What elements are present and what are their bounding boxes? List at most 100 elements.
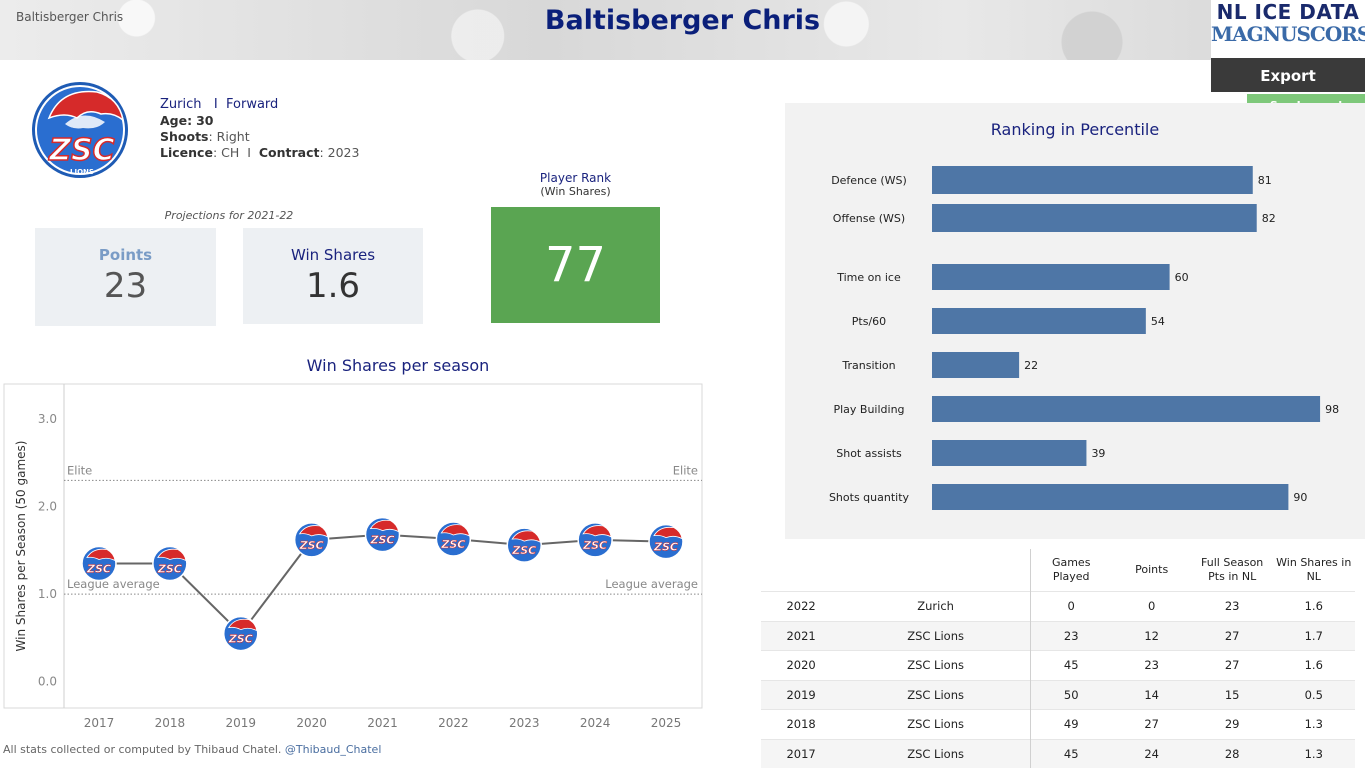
table-cell: 2021	[761, 620, 842, 651]
ws-chart: 0.0 1.0 2.0 3.0 Win Shares per Season (50 ga…	[3, 383, 703, 730]
table-cell: 0.5	[1272, 679, 1355, 710]
ws-point-lion-icon	[369, 519, 400, 533]
header-games-played: Games Played	[1029, 549, 1112, 592]
ws-x-tick-label: 2025	[651, 716, 682, 730]
export-button[interactable]: Export	[1211, 58, 1365, 92]
ranking-category-label: Offense (WS)	[833, 212, 905, 225]
shoots-label: Shoots	[160, 129, 209, 144]
table-cell: 23	[1111, 650, 1192, 680]
win-shares-card: Win Shares 1.6	[243, 228, 423, 324]
player-rank-title: Player Rank	[539, 171, 612, 185]
player-rank-label: Player Rank (Win Shares)	[491, 171, 660, 199]
ws-data-point: ZSC	[223, 615, 259, 652]
table-cell: ZSC Lions	[841, 679, 1031, 710]
ranking-bar	[932, 166, 1253, 194]
ws-x-tick-label: 2021	[367, 716, 398, 730]
player-licence: : CH	[212, 145, 240, 160]
table-cell: 1.3	[1272, 738, 1355, 768]
table-header-row: Games Played Points Full Season Pts in N…	[761, 549, 1355, 592]
table-cell: 15	[1191, 679, 1273, 710]
player-rank-subtitle: (Win Shares)	[540, 185, 611, 198]
player-shoots-line: Shoots: Right	[160, 129, 359, 145]
ws-y-axis-label: Win Shares per Season (50 games)	[14, 441, 28, 652]
brand-logo: NL ICE DATA MAGNUSCORSI	[1211, 0, 1365, 58]
ranking-value-label: 90	[1293, 491, 1307, 504]
ranking-chart-title: Ranking in Percentile	[990, 120, 1160, 139]
ws-reference-label-right: Elite	[673, 463, 698, 477]
table-cell: 0	[1111, 591, 1192, 621]
ws-x-tick-label: 2020	[296, 716, 327, 730]
logo-subtext: LIONS	[70, 168, 94, 176]
ranking-value-label: 22	[1024, 359, 1038, 372]
ws-point-logo-text: ZSC	[653, 541, 678, 554]
brand-line-2: MAGNUSCORSI	[1211, 22, 1365, 46]
table-cell: 27	[1191, 620, 1273, 651]
ws-data-point: ZSC	[293, 522, 330, 558]
table-row: 2020 ZSC Lions 45 23 27 1.6	[761, 650, 1355, 680]
table-cell: 2018	[761, 709, 842, 739]
ws-point-logo-text: ZSC	[511, 544, 536, 557]
brand-line-1: NL ICE DATA	[1216, 0, 1360, 24]
table-cell: 12	[1111, 620, 1192, 651]
table-cell: Zurich	[841, 591, 1031, 621]
ranking-category-label: Play Building	[833, 403, 904, 416]
ranking-bar	[932, 396, 1321, 422]
ranking-value-label: 81	[1258, 174, 1272, 187]
ranking-category-label: Defence (WS)	[831, 174, 907, 187]
ws-point-lion-icon	[157, 548, 187, 562]
ranking-category-label: Shot assists	[836, 447, 902, 460]
header-win-shares: Win Shares in NL	[1276, 556, 1352, 583]
header-season	[761, 549, 841, 592]
stats-table: Games Played Points Full Season Pts in N…	[761, 549, 1355, 768]
table-cell: ZSC Lions	[841, 709, 1031, 739]
player-licence-line: Licence: CH I Contract: 2023	[160, 145, 359, 161]
table-cell: 1.6	[1272, 650, 1355, 680]
player-contract: : 2023	[319, 145, 360, 160]
table-cell: 1.3	[1272, 709, 1355, 739]
header-points: Points	[1135, 563, 1169, 576]
ws-x-tick-label: 2023	[509, 716, 540, 730]
table-row: 2022 Zurich 0 0 23 1.6	[761, 591, 1355, 621]
table-cell: 45	[1029, 650, 1112, 680]
footer-credit: All stats collected or computed by Thiba…	[3, 743, 381, 756]
ws-reference-label-left: League average	[67, 577, 160, 591]
header-full-season-pts: Full Season Pts in NL	[1201, 556, 1264, 583]
ranking-value-label: 39	[1091, 447, 1105, 460]
table-cell: 2022	[761, 591, 842, 621]
player-team-line: Zurich I Forward	[160, 97, 359, 113]
ranking-category-label: Time on ice	[836, 271, 901, 284]
table-cell: 0	[1029, 591, 1112, 621]
footer-handle[interactable]: @Thibaud_Chatel	[284, 743, 382, 756]
ws-y-tick-label: 3.0	[38, 412, 57, 426]
ws-data-point: ZSC	[577, 522, 613, 558]
player-name-small: Baltisberger Chris	[16, 10, 124, 24]
page-title: Baltisberger Chris	[544, 5, 821, 36]
player-position: Forward	[226, 97, 279, 112]
ws-x-tick-label: 2018	[155, 716, 186, 730]
ranking-category-label: Transition	[841, 359, 895, 372]
points-label: Points	[98, 246, 153, 264]
ranking-bar	[932, 264, 1170, 290]
ws-point-lion-icon	[440, 524, 470, 537]
ranking-bar	[932, 204, 1257, 232]
table-row: 2019 ZSC Lions 50 14 15 0.5	[761, 679, 1355, 710]
player-info: Zurich I Forward Age: 30 Shoots: Right L…	[160, 97, 359, 161]
table-cell: 14	[1111, 679, 1192, 710]
ranking-chart: Defence (WS) 81 Offense (WS) 82 Time on ice 6…	[829, 166, 1339, 510]
ws-y-tick-label: 1.0	[38, 587, 57, 601]
header-team	[841, 549, 1030, 592]
age-label: Age:	[160, 113, 193, 128]
ws-x-tick-label: 2022	[438, 716, 469, 730]
ws-point-lion-icon	[227, 618, 258, 632]
table-row: 2017 ZSC Lions 45 24 28 1.3	[761, 738, 1355, 768]
ws-point-logo-text: ZSC	[440, 538, 465, 551]
table-cell: 45	[1029, 738, 1112, 768]
table-cell: 2020	[761, 650, 842, 680]
table-cell: 1.7	[1272, 620, 1355, 651]
table-cell: 27	[1191, 650, 1273, 680]
info-separator: I	[213, 97, 218, 112]
ws-point-logo-text: ZSC	[228, 633, 253, 646]
ws-y-tick-label: 2.0	[38, 500, 57, 514]
ws-chart-title: Win Shares per season	[306, 356, 490, 375]
ranking-bar	[932, 440, 1087, 466]
